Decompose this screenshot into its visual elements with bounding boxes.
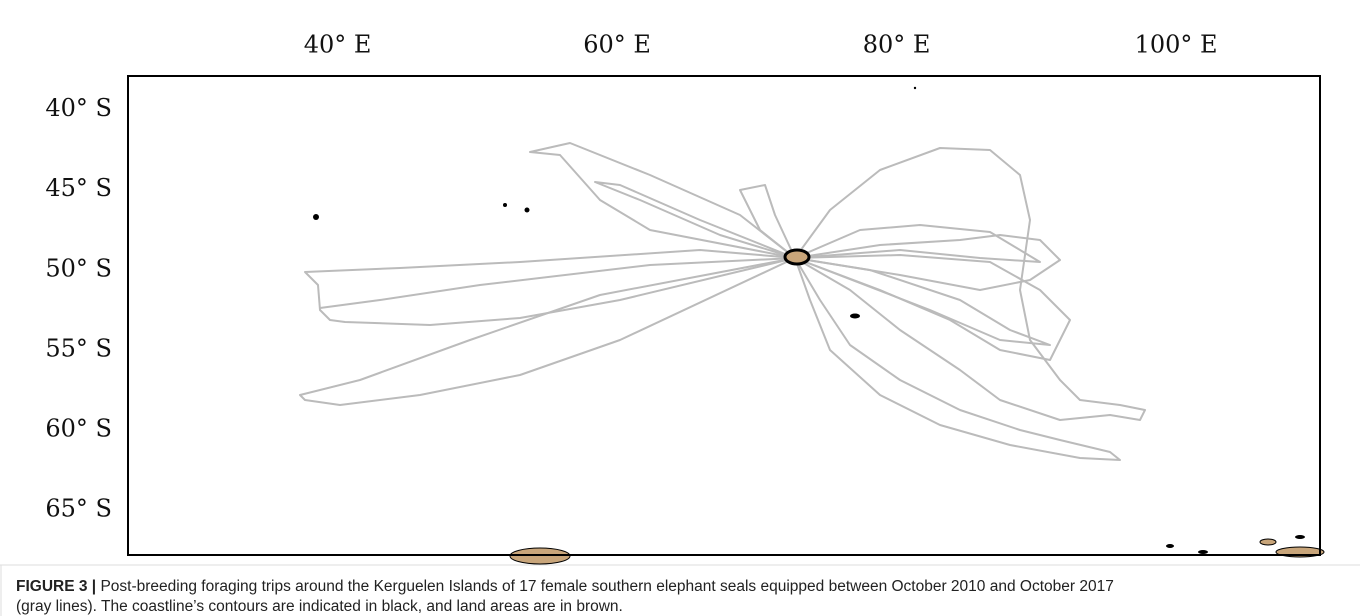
y-tick-label: 55° S <box>45 334 112 362</box>
land <box>313 86 1325 565</box>
island <box>1198 550 1208 554</box>
caption-label: FIGURE 3 | <box>16 578 96 595</box>
island <box>913 86 917 90</box>
island <box>1295 535 1305 539</box>
y-tick-label: 60° S <box>45 415 112 443</box>
track <box>794 254 1071 361</box>
tracks <box>299 142 1146 461</box>
track <box>794 224 1041 263</box>
island <box>503 203 507 207</box>
caption-text: Post-breeding foraging trips around the … <box>100 578 1113 595</box>
track <box>794 234 1061 291</box>
track <box>304 249 796 326</box>
island <box>313 214 319 220</box>
map-frame <box>127 75 1321 556</box>
track <box>794 257 1121 461</box>
track <box>794 147 1146 421</box>
x-tick-label: 100° E <box>1135 31 1218 59</box>
y-tick-label: 65° S <box>45 495 112 523</box>
track <box>594 181 796 259</box>
track <box>529 142 796 259</box>
x-tick-label: 60° E <box>583 31 651 59</box>
island <box>524 207 530 213</box>
x-tick-label: 80° E <box>863 31 931 59</box>
y-tick-label: 45° S <box>45 174 112 202</box>
kerguelen <box>783 248 811 266</box>
y-tick-label: 40° S <box>45 94 112 122</box>
y-tick-label: 50° S <box>45 254 112 282</box>
track <box>299 257 796 406</box>
caption-text: (gray lines). The coastline’s contours a… <box>16 598 623 615</box>
track <box>319 257 796 309</box>
caption-line: FIGURE 3 | Post-breeding foraging trips … <box>16 578 1114 595</box>
island <box>1166 544 1174 548</box>
x-tick-label: 40° E <box>304 31 372 59</box>
land-area <box>1259 538 1277 546</box>
track <box>794 257 1051 346</box>
island <box>850 313 860 319</box>
track <box>739 184 796 259</box>
